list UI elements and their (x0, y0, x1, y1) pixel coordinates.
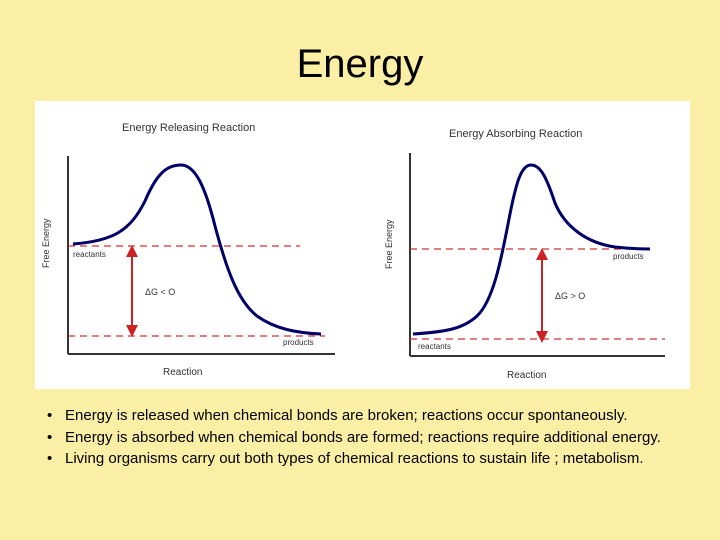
left-energy-curve (72, 163, 322, 336)
bullet-list: Energy is released when chemical bonds a… (44, 405, 694, 470)
left-reactants-label: reactants (73, 250, 106, 259)
right-energy-curve (412, 163, 651, 336)
energy-diagram-figure: Energy Releasing Reaction Free Energy Re… (35, 101, 690, 389)
left-panel: Energy Releasing Reaction Free Energy Re… (41, 122, 335, 378)
bullet-item: Living organisms carry out both types of… (44, 448, 694, 470)
energy-diagram-svg: Energy Releasing Reaction Free Energy Re… (41, 122, 665, 381)
bullet-item: Energy is released when chemical bonds a… (44, 405, 694, 427)
left-x-axis-label: Reaction (163, 367, 202, 378)
slide-title: Energy (296, 42, 424, 86)
left-panel-title: Energy Releasing Reaction (122, 122, 255, 134)
right-panel: Energy Absorbing Reaction Free Energy Re… (384, 128, 665, 381)
right-reactants-label: reactants (418, 342, 451, 351)
right-y-axis-label: Free Energy (384, 219, 394, 269)
right-x-axis-label: Reaction (507, 370, 546, 381)
bullet-item: Energy is absorbed when chemical bonds a… (44, 427, 694, 449)
right-panel-title: Energy Absorbing Reaction (449, 128, 582, 140)
left-products-label: products (283, 338, 314, 347)
left-delta-g-label: ΔG < O (145, 287, 175, 297)
right-delta-g-label: ΔG > O (555, 291, 585, 301)
right-products-label: products (613, 252, 644, 261)
left-y-axis-label: Free Energy (41, 218, 51, 268)
